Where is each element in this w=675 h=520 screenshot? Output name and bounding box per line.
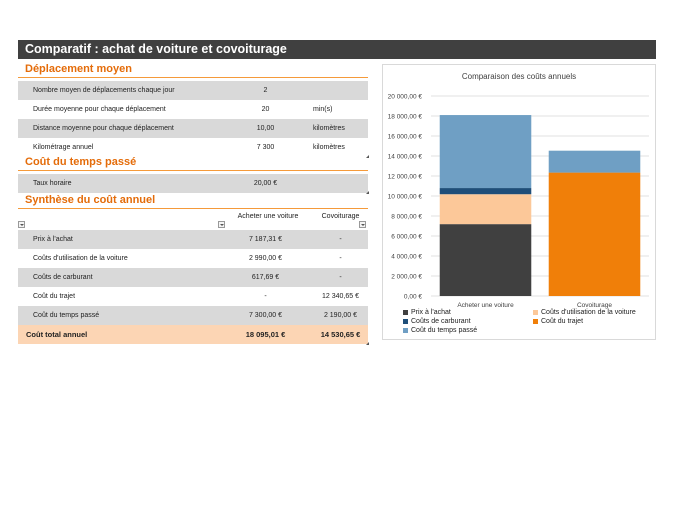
row-value[interactable]: 20	[261, 106, 270, 113]
chart-svg: Comparaison des coûts annuels 0,00 € 2 00…	[388, 72, 649, 309]
row-label: Coûts d'utilisation de la voiture	[33, 255, 128, 262]
legend-swatch	[533, 318, 538, 324]
row-label: Coût du trajet	[33, 293, 76, 300]
filter-dropdown-icon[interactable]	[218, 221, 225, 228]
y-tick-label: 10 000,00 €	[388, 194, 423, 201]
y-tick-label: 2 000,00 €	[391, 274, 422, 281]
legend-label: Coûts d'utilisation de la voiture	[541, 309, 636, 316]
section-header-temps: Coût du temps passé	[18, 154, 368, 171]
legend-item: Coûts d'utilisation de la voiture	[533, 308, 636, 317]
legend-label: Coût du trajet	[541, 318, 584, 325]
row-value: -	[339, 236, 342, 243]
section-header-synthese: Synthèse du coût annuel	[18, 192, 368, 209]
row-label: Taux horaire	[33, 180, 72, 187]
row-label: Coûts de carburant	[33, 274, 93, 281]
y-tick-label: 16 000,00 €	[388, 134, 423, 141]
row-value: -	[339, 274, 342, 281]
row-label: Nombre moyen de déplacements chaque jour	[33, 87, 175, 94]
legend-item: Prix à l'achat	[403, 308, 451, 317]
y-tick-label: 18 000,00 €	[388, 114, 423, 121]
table-header-row: Acheter une voiture Covoiturage	[18, 209, 368, 230]
y-tick-label: 6 000,00 €	[391, 234, 422, 241]
legend-swatch	[403, 318, 408, 324]
section-deplacement: Déplacement moyen Nombre moyen de déplac…	[18, 61, 369, 158]
legend-item: Coût du temps passé	[403, 326, 477, 335]
total-label: Coût total annuel	[26, 330, 88, 339]
row-unit: min(s)	[313, 106, 333, 113]
filter-dropdown-icon[interactable]	[18, 221, 25, 228]
table-row: Coûts d'utilisation de la voiture 2 990,…	[18, 249, 368, 268]
row-label: Distance moyenne pour chaque déplacement	[33, 125, 174, 132]
legend-swatch	[403, 327, 408, 333]
table-row: Coût du trajet - 12 340,65 €	[18, 287, 368, 306]
section-header-deplacement: Déplacement moyen	[18, 61, 368, 78]
bar-segment[interactable]	[548, 150, 641, 173]
row-value: 7 300	[256, 144, 275, 151]
row-value: 7 300,00 €	[248, 312, 283, 319]
table-row: Taux horaire 20,00 €	[18, 174, 369, 194]
total-value: 18 095,01 €	[245, 330, 286, 339]
y-tick-label: 14 000,00 €	[388, 154, 423, 161]
legend-label: Prix à l'achat	[411, 309, 451, 316]
column-header: Covoiturage	[321, 213, 360, 220]
row-value: -	[339, 255, 342, 262]
row-value: 12 340,65 €	[322, 293, 359, 300]
row-value: 2 190,00 €	[323, 312, 358, 319]
y-tick-label: 8 000,00 €	[391, 214, 422, 221]
table-resize-handle[interactable]	[366, 191, 369, 194]
row-label: Durée moyenne pour chaque déplacement	[33, 106, 166, 113]
table-resize-handle[interactable]	[366, 155, 369, 158]
y-tick-label: 0,00 €	[404, 294, 422, 301]
row-label: Kilométrage annuel	[33, 144, 94, 151]
x-category-label: Acheter une voiture	[457, 302, 514, 309]
row-label: Prix à l'achat	[33, 236, 73, 243]
y-tick-label: 4 000,00 €	[391, 254, 422, 261]
table-row: Durée moyenne pour chaque déplacement 20…	[18, 100, 368, 119]
legend-swatch	[403, 309, 408, 315]
total-row: Coût total annuel 18 095,01 € 14 530,65 …	[18, 325, 369, 345]
row-value: 617,69 €	[251, 274, 280, 281]
y-tick-label: 20 000,00 €	[388, 94, 423, 101]
row-unit: kilomètres	[313, 125, 345, 132]
legend-item: Coûts de carburant	[403, 317, 471, 326]
table-row: Distance moyenne pour chaque déplacement…	[18, 119, 368, 138]
table-row: Coût du temps passé 7 300,00 € 2 190,00 …	[18, 306, 368, 325]
legend-label: Coût du temps passé	[411, 327, 478, 334]
table-resize-handle[interactable]	[366, 342, 369, 345]
section-synthese: Synthèse du coût annuel Acheter une voit…	[18, 192, 369, 345]
bar-segment[interactable]	[548, 172, 641, 296]
row-value[interactable]: 20,00 €	[253, 180, 278, 187]
legend-swatch	[533, 309, 538, 315]
bar-segment[interactable]	[439, 115, 532, 189]
table-row: Nombre moyen de déplacements chaque jour…	[18, 81, 368, 100]
row-value[interactable]: 2	[263, 87, 268, 94]
section-temps: Coût du temps passé Taux horaire 20,00 €	[18, 154, 369, 194]
legend-label: Coûts de carburant	[411, 318, 471, 325]
row-value[interactable]: 10,00	[256, 125, 275, 132]
filter-dropdown-icon[interactable]	[359, 221, 366, 228]
table-row: Kilométrage annuel 7 300 kilomètres	[18, 138, 369, 158]
row-label: Coût du temps passé	[33, 312, 100, 319]
column-header: Acheter une voiture	[237, 213, 299, 220]
row-value: 7 187,31 €	[248, 236, 283, 243]
bar-segment[interactable]	[439, 224, 532, 296]
row-value: -	[264, 293, 267, 300]
chart-title: Comparaison des coûts annuels	[462, 72, 576, 81]
total-value: 14 530,65 €	[320, 330, 361, 339]
cost-comparison-chart[interactable]: Comparaison des coûts annuels 0,00 € 2 00…	[382, 64, 656, 340]
bar-segment[interactable]	[439, 188, 532, 195]
bar-segment[interactable]	[439, 194, 532, 225]
row-unit: kilomètres	[313, 144, 345, 151]
legend-item: Coût du trajet	[533, 317, 583, 326]
y-tick-label: 12 000,00 €	[388, 174, 423, 181]
page-title: Comparatif : achat de voiture et covoitu…	[18, 40, 656, 59]
table-row: Prix à l'achat 7 187,31 € -	[18, 230, 368, 249]
x-category-label: Covoiturage	[577, 302, 612, 309]
table-row: Coûts de carburant 617,69 € -	[18, 268, 368, 287]
row-value: 2 990,00 €	[248, 255, 283, 262]
